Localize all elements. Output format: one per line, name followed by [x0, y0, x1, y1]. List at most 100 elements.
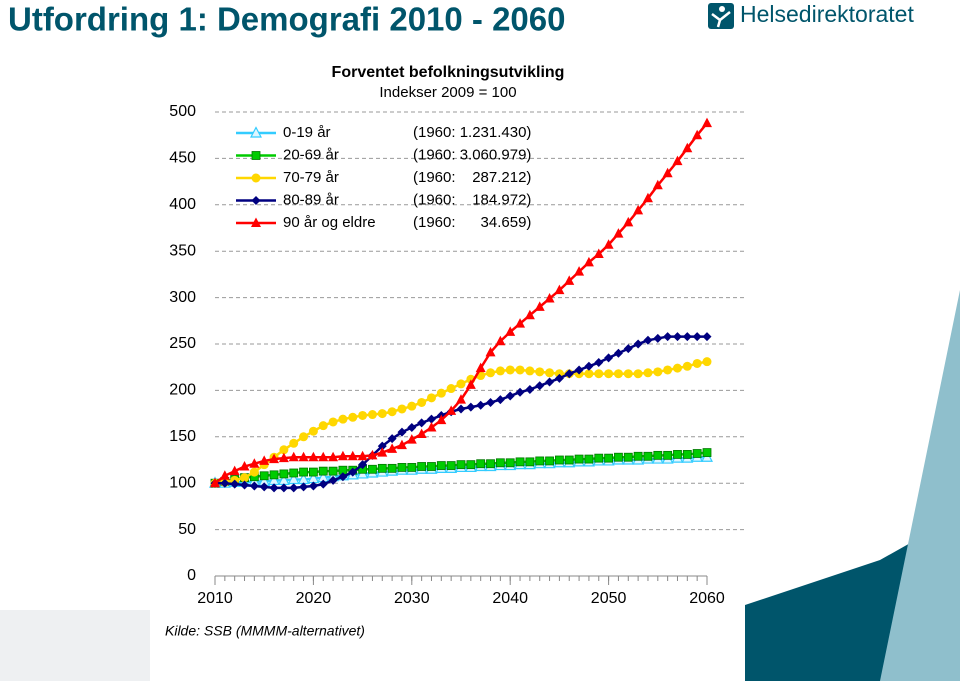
point	[436, 414, 447, 425]
point	[427, 462, 436, 471]
point	[584, 454, 594, 464]
point	[230, 479, 240, 489]
point	[338, 414, 348, 424]
point	[456, 379, 466, 389]
point	[466, 460, 476, 470]
point	[475, 362, 486, 373]
point	[289, 468, 299, 478]
point	[486, 368, 496, 378]
point	[515, 387, 525, 397]
legend-marker	[251, 173, 261, 183]
legend-marker	[251, 217, 261, 227]
point	[377, 463, 387, 473]
legend-label: 70-79 år	[283, 169, 339, 186]
point	[603, 239, 614, 249]
point	[397, 463, 407, 472]
point	[692, 358, 702, 368]
x-tick-label: 2060	[689, 590, 725, 607]
point	[564, 275, 575, 285]
point	[259, 455, 270, 465]
point	[318, 451, 329, 462]
point	[633, 451, 643, 461]
point	[604, 369, 614, 379]
legend-label: 20-69 år	[283, 146, 339, 163]
legend-note: (1960: 184.972)	[413, 191, 531, 208]
point	[495, 335, 506, 346]
point	[534, 301, 545, 311]
point	[613, 228, 624, 238]
point	[456, 404, 466, 414]
point	[672, 332, 682, 342]
x-tick-label: 2050	[591, 590, 627, 607]
point	[663, 365, 673, 375]
point	[368, 464, 377, 474]
point	[495, 458, 505, 468]
point	[495, 395, 505, 405]
point	[466, 402, 476, 412]
point	[476, 400, 486, 410]
point	[505, 365, 515, 375]
point	[623, 452, 633, 462]
series	[210, 448, 712, 488]
point	[574, 454, 584, 464]
point	[387, 407, 397, 417]
point	[397, 427, 407, 437]
point	[417, 397, 427, 407]
point	[436, 461, 446, 470]
point	[584, 361, 594, 371]
point	[407, 401, 417, 411]
point	[465, 379, 476, 389]
point	[525, 384, 535, 394]
point	[426, 393, 436, 403]
point	[279, 483, 289, 493]
y-tick-label: 150	[169, 428, 196, 445]
point	[367, 449, 378, 460]
y-tick-label: 0	[187, 567, 196, 584]
plot: 0 50 100 150 200 250 300 350 400 450 500 2010 2020 20…	[169, 103, 745, 607]
logo-icon	[708, 3, 734, 29]
point	[555, 455, 564, 465]
point	[279, 445, 289, 455]
point	[210, 477, 220, 488]
y-tick-label: 250	[169, 335, 196, 352]
point	[495, 366, 505, 376]
point	[446, 384, 456, 394]
point	[308, 426, 318, 436]
point	[554, 284, 565, 295]
point	[692, 332, 702, 342]
point	[377, 409, 387, 419]
point	[377, 441, 387, 451]
point	[643, 335, 653, 345]
point	[328, 466, 338, 476]
point	[397, 404, 407, 414]
point	[505, 458, 515, 468]
point	[348, 412, 358, 422]
point	[663, 450, 673, 460]
point	[613, 369, 623, 379]
point	[652, 179, 663, 190]
point	[663, 332, 673, 342]
series	[210, 117, 712, 488]
point	[515, 318, 526, 328]
point	[299, 432, 309, 442]
point	[269, 483, 279, 493]
logo-text: Helsedirektoratet	[740, 1, 914, 27]
point	[545, 368, 555, 378]
point	[328, 451, 339, 462]
legend-marker	[250, 126, 262, 138]
legend-label: 90 år og eldre	[283, 214, 376, 231]
chart-title: Forventet befolkningsutvikling	[332, 64, 565, 81]
point	[505, 391, 515, 401]
point	[269, 470, 279, 480]
point	[387, 443, 398, 453]
point	[299, 467, 308, 477]
point	[682, 332, 692, 342]
point	[299, 482, 309, 492]
x-tick-label: 2040	[492, 590, 528, 607]
point	[308, 481, 318, 491]
footer-band	[0, 610, 150, 681]
point	[219, 470, 230, 480]
point	[220, 478, 230, 488]
point	[298, 451, 309, 462]
point	[240, 480, 250, 490]
